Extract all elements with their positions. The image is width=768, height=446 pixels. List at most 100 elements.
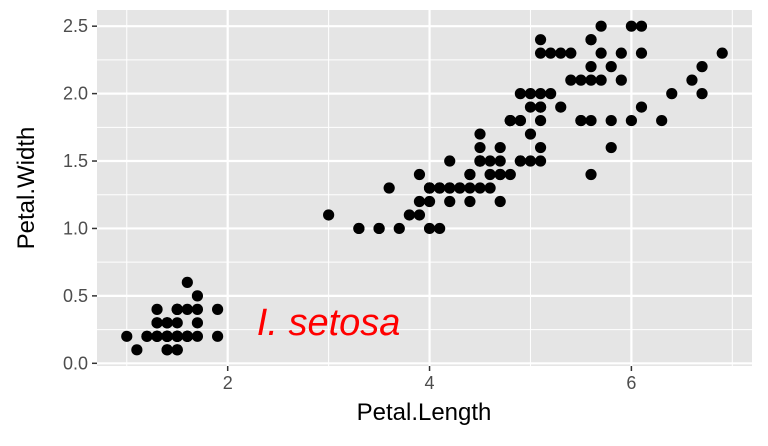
data-point <box>434 222 446 235</box>
data-point <box>555 47 567 59</box>
data-point <box>635 101 648 113</box>
data-point <box>534 88 547 100</box>
data-point <box>161 330 173 342</box>
data-point <box>524 88 537 100</box>
data-point <box>474 182 486 194</box>
data-point <box>666 88 678 100</box>
data-point <box>575 114 587 127</box>
data-point <box>615 74 627 86</box>
data-point <box>585 74 597 86</box>
data-point <box>545 47 557 59</box>
y-tick-label: 1.5 <box>63 151 88 171</box>
data-point <box>413 209 426 221</box>
x-axis-label: Petal.Length <box>357 399 492 426</box>
data-point <box>161 344 173 356</box>
data-point <box>595 47 607 59</box>
data-point <box>151 303 163 315</box>
data-point <box>121 330 133 342</box>
data-point <box>585 168 597 181</box>
data-point <box>696 61 708 73</box>
data-point <box>635 20 648 32</box>
data-point <box>494 141 506 154</box>
data-point <box>353 222 365 235</box>
data-point <box>504 114 516 127</box>
data-point <box>494 155 506 167</box>
data-point <box>191 330 204 342</box>
data-point <box>212 303 224 315</box>
x-tick-label: 4 <box>425 373 435 393</box>
data-point <box>373 222 385 235</box>
data-point <box>625 114 637 127</box>
data-point <box>464 168 476 181</box>
data-point <box>635 47 648 59</box>
data-point <box>181 330 193 342</box>
data-point <box>444 182 456 194</box>
data-point <box>423 222 436 235</box>
x-tick-label: 6 <box>626 373 636 393</box>
data-point <box>484 155 496 167</box>
data-point <box>181 303 193 315</box>
data-point <box>524 101 537 113</box>
data-point <box>171 317 183 329</box>
data-point <box>555 101 567 113</box>
data-point <box>565 74 577 86</box>
data-point <box>464 195 476 208</box>
data-point <box>534 101 547 113</box>
y-tick-label: 2.5 <box>63 16 88 36</box>
y-tick-label: 1.0 <box>63 218 88 238</box>
data-point <box>434 182 446 194</box>
data-point <box>444 195 456 208</box>
data-point <box>504 168 516 181</box>
y-tick-label: 2.0 <box>63 84 88 104</box>
data-points <box>121 20 728 356</box>
data-point <box>534 34 547 46</box>
y-axis-label: Petal.Width <box>13 127 40 250</box>
data-point <box>474 128 486 140</box>
data-point <box>686 74 698 86</box>
data-point <box>534 114 547 127</box>
data-point <box>605 61 617 73</box>
data-point <box>595 74 607 86</box>
data-point <box>171 303 183 315</box>
data-point <box>514 155 526 167</box>
data-point <box>656 114 668 127</box>
data-point <box>191 303 204 315</box>
data-point <box>484 168 496 181</box>
data-point <box>545 88 557 100</box>
y-tick-label: 0.0 <box>63 353 88 373</box>
data-point <box>403 209 415 221</box>
y-axis-ticks: 0.0 0.5 1.0 1.5 2.0 2.5 <box>63 16 97 373</box>
data-point <box>585 34 597 46</box>
x-tick-label: 2 <box>223 373 233 393</box>
data-point <box>585 114 597 127</box>
data-point <box>413 168 426 181</box>
data-point <box>454 182 466 194</box>
data-point <box>323 209 335 221</box>
data-point <box>605 114 617 127</box>
data-point <box>585 61 597 73</box>
data-point <box>131 344 143 356</box>
data-point <box>514 114 526 127</box>
data-point <box>565 47 577 59</box>
data-point <box>615 47 627 59</box>
data-point <box>151 317 163 329</box>
data-point <box>393 222 405 235</box>
data-point <box>474 141 486 154</box>
data-point <box>625 20 637 32</box>
data-point <box>423 195 436 208</box>
data-point <box>696 88 708 100</box>
data-point <box>444 155 456 167</box>
data-point <box>524 155 537 167</box>
data-point <box>141 330 153 342</box>
data-point <box>191 290 204 302</box>
data-point <box>161 317 173 329</box>
data-point <box>464 182 476 194</box>
data-point <box>383 182 395 194</box>
data-point <box>514 88 526 100</box>
data-point <box>534 47 547 59</box>
data-point <box>534 155 547 167</box>
data-point <box>524 128 537 140</box>
data-point <box>212 330 224 342</box>
data-point <box>716 47 728 59</box>
